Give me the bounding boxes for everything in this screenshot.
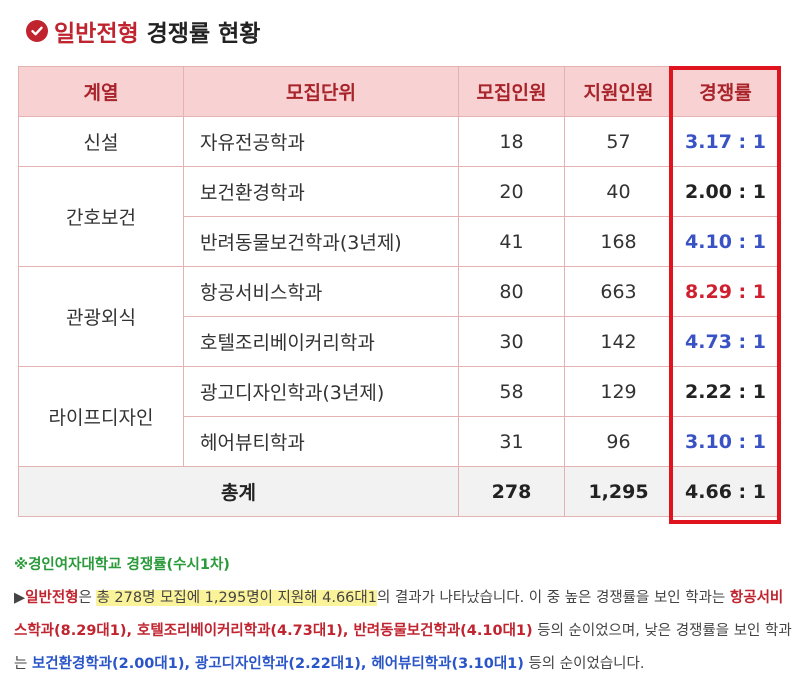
paragraph-highlight-yellow: 총 278명 모집에 1,295명이 지원해 4.66대1 — [96, 590, 377, 606]
high-ratio-majors: 항공서비스학과(8.29대1), 호텔조리베이커리학과(4.73대1), 반려동… — [14, 590, 784, 639]
header-category: 계열 — [18, 66, 184, 117]
table-row: 라이프디자인 광고디자인학과(3년제) 58 129 2.22 : 1 — [18, 366, 779, 467]
recruit-cell: 58 — [458, 366, 565, 417]
table-row: 간호보건 보건환경학과 20 40 2.00 : 1 — [18, 166, 779, 267]
competition-table-wrapper: 계열 모집단위 모집인원 지원인원 경쟁률 신설 자유전공학과 18 57 3.… — [18, 66, 781, 524]
applicants-cell: 40 — [564, 166, 673, 217]
applicants-cell: 57 — [564, 116, 673, 167]
recruit-cell: 80 — [458, 266, 565, 317]
major-cell: 헤어뷰티학과 — [183, 416, 459, 467]
table-row: 신설 자유전공학과 18 57 3.17 : 1 — [18, 116, 779, 167]
header-ratio: 경쟁률 — [672, 66, 779, 117]
ratio-cell: 8.29 : 1 — [672, 266, 779, 317]
applicants-cell: 663 — [564, 266, 673, 317]
category-cell: 관광외식 — [18, 266, 184, 367]
paragraph-highlight-red: 일반전형 — [25, 590, 79, 606]
applicants-cell: 142 — [564, 316, 673, 367]
title-text: 경쟁률 현황 — [146, 21, 261, 47]
title-highlight: 일반전형 — [54, 21, 139, 47]
header-applicants: 지원인원 — [564, 66, 673, 117]
ratio-cell: 4.73 : 1 — [672, 316, 779, 367]
major-cell: 보건환경학과 — [183, 166, 459, 217]
total-applicants: 1,295 — [564, 466, 673, 517]
major-cell: 광고디자인학과(3년제) — [183, 366, 459, 417]
ratio-cell: 3.10 : 1 — [672, 416, 779, 467]
major-cell: 호텔조리베이커리학과 — [183, 316, 459, 367]
major-cell: 자유전공학과 — [183, 116, 459, 167]
low-ratio-majors: 보건환경학과(2.00대1), 광고디자인학과(2.22대1), 헤어뷰티학과(… — [31, 656, 524, 672]
competition-table: 계열 모집단위 모집인원 지원인원 경쟁률 신설 자유전공학과 18 57 3.… — [18, 66, 779, 517]
recruit-cell: 30 — [458, 316, 565, 367]
paragraph-text: 등의 순이었습니다. — [523, 656, 645, 672]
major-cell: 항공서비스학과 — [183, 266, 459, 317]
note-heading: ※경인여자대학교 경쟁률(수시1차) — [14, 557, 230, 573]
recruit-cell: 31 — [458, 416, 565, 467]
total-recruit: 278 — [458, 466, 565, 517]
ratio-cell: 3.17 : 1 — [672, 116, 779, 167]
total-label: 총계 — [18, 466, 459, 517]
page-title: 일반전형 경쟁률 현황 — [26, 14, 260, 48]
total-ratio: 4.66 : 1 — [672, 466, 779, 517]
recruit-cell: 20 — [458, 166, 565, 217]
recruit-cell: 18 — [458, 116, 565, 167]
paragraph-text: 의 결과가 나타났습니다. 이 중 높은 경쟁률을 보인 학과는 — [376, 590, 730, 606]
category-cell: 라이프디자인 — [18, 366, 184, 467]
header-major: 모집단위 — [183, 66, 459, 117]
category-cell: 신설 — [18, 116, 184, 167]
summary-paragraph: ▶일반전형은 총 278명 모집에 1,295명이 지원해 4.66대1의 결과… — [14, 582, 796, 681]
header-recruit: 모집인원 — [458, 66, 565, 117]
major-cell: 반려동물보건학과(3년제) — [183, 216, 459, 267]
paragraph-text: 은 — [78, 590, 97, 606]
check-circle-icon — [26, 20, 48, 42]
recruit-cell: 41 — [458, 216, 565, 267]
paragraph-text: 등의 순이었으며, 낮은 경쟁률을 보인 학과는 — [14, 623, 792, 672]
arrow-icon: ▶ — [14, 590, 26, 606]
applicants-cell: 96 — [564, 416, 673, 467]
applicants-cell: 129 — [564, 366, 673, 417]
table-header-row: 계열 모집단위 모집인원 지원인원 경쟁률 — [18, 66, 779, 117]
category-cell: 간호보건 — [18, 166, 184, 267]
applicants-cell: 168 — [564, 216, 673, 267]
ratio-cell: 2.00 : 1 — [672, 166, 779, 217]
ratio-cell: 2.22 : 1 — [672, 366, 779, 417]
table-row: 관광외식 항공서비스학과 80 663 8.29 : 1 — [18, 266, 779, 367]
ratio-cell: 4.10 : 1 — [672, 216, 779, 267]
table-total-row: 총계 278 1,295 4.66 : 1 — [18, 466, 779, 517]
table-row: 호텔조리베이커리학과 30 142 4.73 : 1 — [19, 316, 779, 367]
table-row: 헤어뷰티학과 31 96 3.10 : 1 — [19, 416, 779, 467]
